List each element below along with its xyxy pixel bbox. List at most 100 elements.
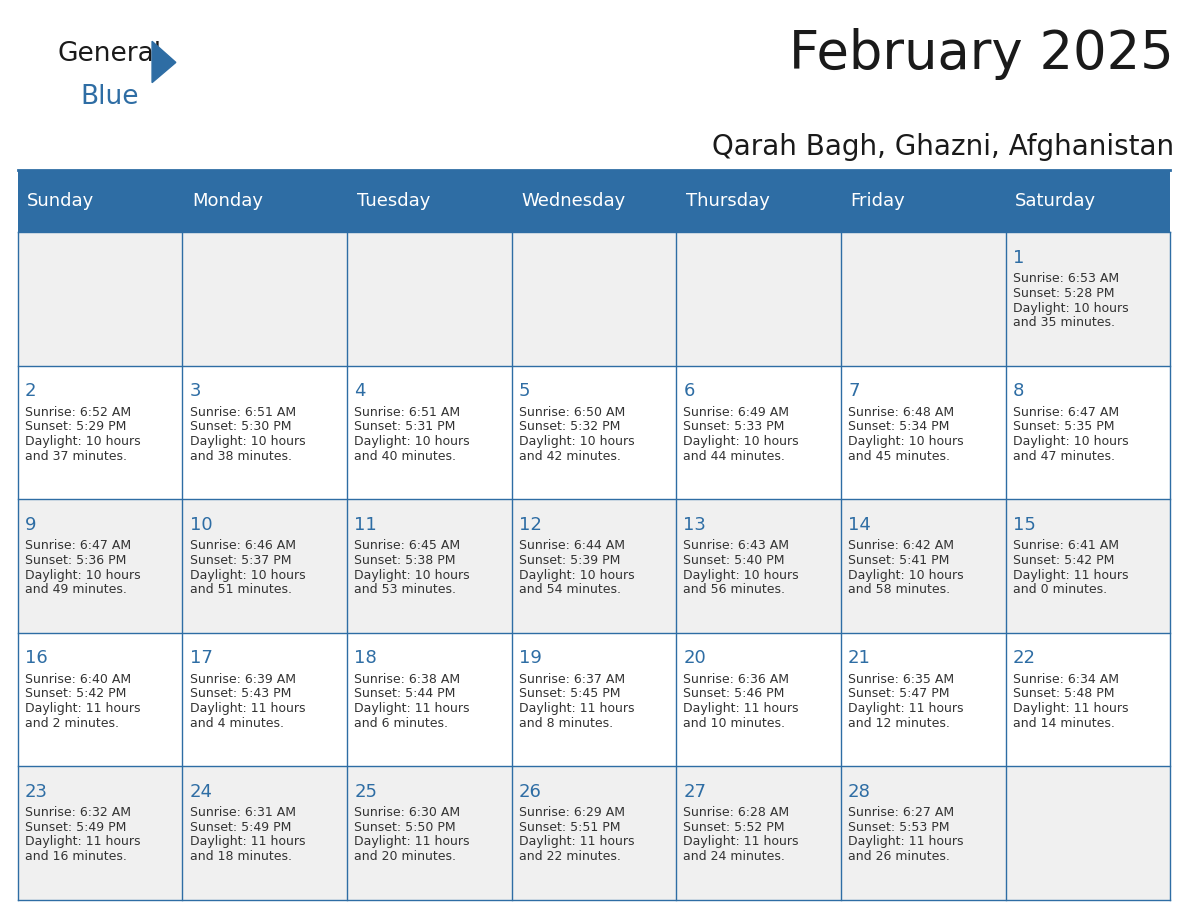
Text: 26: 26 bbox=[519, 783, 542, 800]
Text: Daylight: 10 hours: Daylight: 10 hours bbox=[848, 435, 963, 448]
Text: Sunrise: 6:29 AM: Sunrise: 6:29 AM bbox=[519, 806, 625, 819]
Text: and 54 minutes.: and 54 minutes. bbox=[519, 583, 621, 596]
Text: Sunset: 5:44 PM: Sunset: 5:44 PM bbox=[354, 688, 455, 700]
Text: Sunset: 5:42 PM: Sunset: 5:42 PM bbox=[1012, 554, 1114, 567]
Text: Sunrise: 6:53 AM: Sunrise: 6:53 AM bbox=[1012, 273, 1119, 285]
Text: Sunset: 5:30 PM: Sunset: 5:30 PM bbox=[190, 420, 291, 433]
Text: Sunset: 5:45 PM: Sunset: 5:45 PM bbox=[519, 688, 620, 700]
Text: Sunrise: 6:47 AM: Sunrise: 6:47 AM bbox=[1012, 406, 1119, 419]
Text: 1: 1 bbox=[1012, 249, 1024, 267]
Text: 7: 7 bbox=[848, 382, 860, 400]
Text: 10: 10 bbox=[190, 516, 213, 533]
Text: Daylight: 11 hours: Daylight: 11 hours bbox=[25, 702, 140, 715]
Text: Sunset: 5:32 PM: Sunset: 5:32 PM bbox=[519, 420, 620, 433]
Text: Sunset: 5:37 PM: Sunset: 5:37 PM bbox=[190, 554, 291, 567]
Text: Tuesday: Tuesday bbox=[356, 192, 430, 210]
Text: Daylight: 10 hours: Daylight: 10 hours bbox=[190, 568, 305, 581]
Text: 8: 8 bbox=[1012, 382, 1024, 400]
Text: Sunrise: 6:34 AM: Sunrise: 6:34 AM bbox=[1012, 673, 1119, 686]
Text: 24: 24 bbox=[190, 783, 213, 800]
Text: 11: 11 bbox=[354, 516, 377, 533]
Text: and 2 minutes.: and 2 minutes. bbox=[25, 717, 119, 730]
Text: Sunrise: 6:35 AM: Sunrise: 6:35 AM bbox=[848, 673, 954, 686]
Text: 20: 20 bbox=[683, 649, 706, 667]
Bar bbox=[18, 499, 1170, 633]
Text: Sunset: 5:53 PM: Sunset: 5:53 PM bbox=[848, 821, 949, 834]
Text: Daylight: 10 hours: Daylight: 10 hours bbox=[519, 435, 634, 448]
Text: Daylight: 11 hours: Daylight: 11 hours bbox=[25, 835, 140, 848]
Text: Daylight: 11 hours: Daylight: 11 hours bbox=[683, 835, 800, 848]
Text: Sunset: 5:41 PM: Sunset: 5:41 PM bbox=[848, 554, 949, 567]
Text: and 56 minutes.: and 56 minutes. bbox=[683, 583, 785, 596]
Text: 27: 27 bbox=[683, 783, 707, 800]
Text: Thursday: Thursday bbox=[685, 192, 770, 210]
Text: and 12 minutes.: and 12 minutes. bbox=[848, 717, 950, 730]
Text: Sunrise: 6:38 AM: Sunrise: 6:38 AM bbox=[354, 673, 460, 686]
Text: Sunset: 5:35 PM: Sunset: 5:35 PM bbox=[1012, 420, 1114, 433]
Text: Daylight: 11 hours: Daylight: 11 hours bbox=[519, 702, 634, 715]
Text: Sunrise: 6:43 AM: Sunrise: 6:43 AM bbox=[683, 540, 790, 553]
Text: Monday: Monday bbox=[192, 192, 263, 210]
Text: Daylight: 10 hours: Daylight: 10 hours bbox=[683, 568, 800, 581]
Text: Friday: Friday bbox=[851, 192, 905, 210]
Text: Daylight: 11 hours: Daylight: 11 hours bbox=[1012, 568, 1129, 581]
Text: 28: 28 bbox=[848, 783, 871, 800]
Text: Sunrise: 6:30 AM: Sunrise: 6:30 AM bbox=[354, 806, 460, 819]
Text: Sunset: 5:28 PM: Sunset: 5:28 PM bbox=[1012, 287, 1114, 300]
Text: 19: 19 bbox=[519, 649, 542, 667]
Text: Sunrise: 6:46 AM: Sunrise: 6:46 AM bbox=[190, 540, 296, 553]
Text: Sunrise: 6:41 AM: Sunrise: 6:41 AM bbox=[1012, 540, 1119, 553]
Text: Sunset: 5:29 PM: Sunset: 5:29 PM bbox=[25, 420, 126, 433]
Text: Daylight: 11 hours: Daylight: 11 hours bbox=[848, 835, 963, 848]
Text: 23: 23 bbox=[25, 783, 48, 800]
Bar bbox=[18, 767, 1170, 900]
Text: and 16 minutes.: and 16 minutes. bbox=[25, 850, 127, 863]
Text: Daylight: 11 hours: Daylight: 11 hours bbox=[848, 702, 963, 715]
Bar bbox=[18, 232, 1170, 365]
Text: Sunset: 5:48 PM: Sunset: 5:48 PM bbox=[1012, 688, 1114, 700]
Text: Sunset: 5:34 PM: Sunset: 5:34 PM bbox=[848, 420, 949, 433]
Text: Sunrise: 6:51 AM: Sunrise: 6:51 AM bbox=[354, 406, 460, 419]
Text: Daylight: 11 hours: Daylight: 11 hours bbox=[190, 835, 305, 848]
Text: Saturday: Saturday bbox=[1015, 192, 1097, 210]
Text: and 58 minutes.: and 58 minutes. bbox=[848, 583, 950, 596]
Text: Sunset: 5:40 PM: Sunset: 5:40 PM bbox=[683, 554, 785, 567]
Text: and 40 minutes.: and 40 minutes. bbox=[354, 450, 456, 463]
Text: and 47 minutes.: and 47 minutes. bbox=[1012, 450, 1114, 463]
Text: Daylight: 10 hours: Daylight: 10 hours bbox=[25, 568, 140, 581]
Text: and 53 minutes.: and 53 minutes. bbox=[354, 583, 456, 596]
Text: and 4 minutes.: and 4 minutes. bbox=[190, 717, 284, 730]
Text: and 37 minutes.: and 37 minutes. bbox=[25, 450, 127, 463]
Text: Sunrise: 6:40 AM: Sunrise: 6:40 AM bbox=[25, 673, 131, 686]
Text: 22: 22 bbox=[1012, 649, 1036, 667]
Bar bbox=[18, 365, 1170, 499]
Text: Sunrise: 6:37 AM: Sunrise: 6:37 AM bbox=[519, 673, 625, 686]
Text: Sunrise: 6:47 AM: Sunrise: 6:47 AM bbox=[25, 540, 131, 553]
Text: Sunset: 5:51 PM: Sunset: 5:51 PM bbox=[519, 821, 620, 834]
Text: Sunrise: 6:50 AM: Sunrise: 6:50 AM bbox=[519, 406, 625, 419]
Text: Sunday: Sunday bbox=[27, 192, 95, 210]
Text: Sunrise: 6:44 AM: Sunrise: 6:44 AM bbox=[519, 540, 625, 553]
Text: and 42 minutes.: and 42 minutes. bbox=[519, 450, 620, 463]
Text: and 0 minutes.: and 0 minutes. bbox=[1012, 583, 1107, 596]
Text: 13: 13 bbox=[683, 516, 707, 533]
Text: Qarah Bagh, Ghazni, Afghanistan: Qarah Bagh, Ghazni, Afghanistan bbox=[712, 133, 1174, 162]
Text: Sunrise: 6:49 AM: Sunrise: 6:49 AM bbox=[683, 406, 790, 419]
Text: Sunrise: 6:28 AM: Sunrise: 6:28 AM bbox=[683, 806, 790, 819]
Text: Sunset: 5:31 PM: Sunset: 5:31 PM bbox=[354, 420, 455, 433]
Text: 5: 5 bbox=[519, 382, 530, 400]
Text: 4: 4 bbox=[354, 382, 366, 400]
Text: Sunrise: 6:52 AM: Sunrise: 6:52 AM bbox=[25, 406, 131, 419]
Text: and 45 minutes.: and 45 minutes. bbox=[848, 450, 950, 463]
Text: Daylight: 11 hours: Daylight: 11 hours bbox=[519, 835, 634, 848]
Text: and 49 minutes.: and 49 minutes. bbox=[25, 583, 127, 596]
Text: 12: 12 bbox=[519, 516, 542, 533]
Text: and 51 minutes.: and 51 minutes. bbox=[190, 583, 291, 596]
Text: 2: 2 bbox=[25, 382, 37, 400]
Text: February 2025: February 2025 bbox=[789, 28, 1174, 80]
Text: Daylight: 11 hours: Daylight: 11 hours bbox=[1012, 702, 1129, 715]
Bar bbox=[18, 633, 1170, 767]
Polygon shape bbox=[152, 41, 176, 83]
Text: and 14 minutes.: and 14 minutes. bbox=[1012, 717, 1114, 730]
Text: 6: 6 bbox=[683, 382, 695, 400]
